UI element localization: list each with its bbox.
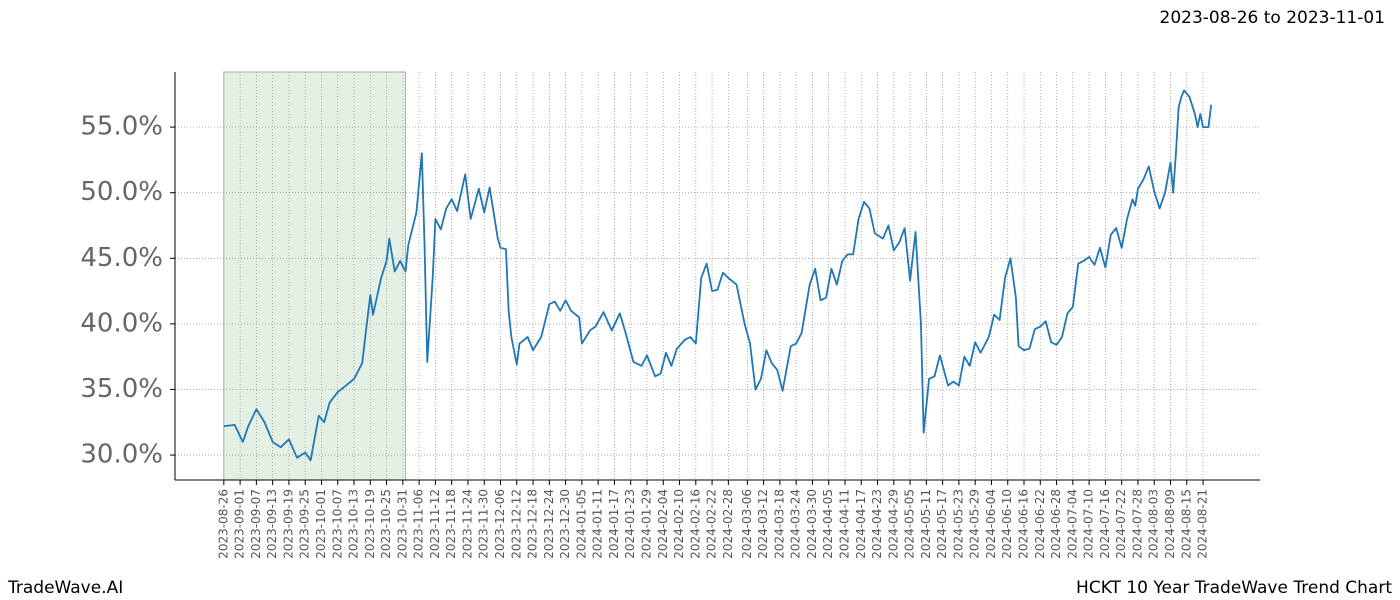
chart-subtitle: 2023-08-26 to 2023-11-01: [1160, 8, 1385, 28]
x-tick-label: 2024-02-28: [721, 489, 735, 559]
x-tick-label: 2024-03-06: [740, 489, 754, 559]
x-tick-label: 2023-10-13: [347, 489, 361, 559]
x-tick-label: 2024-03-18: [772, 489, 786, 559]
x-tick-label: 2024-05-29: [968, 489, 982, 559]
x-tick-label: 2024-02-10: [672, 489, 686, 559]
x-tick-label: 2024-02-16: [688, 489, 702, 559]
chart-title: HCKT 10 Year TradeWave Trend Chart: [1076, 578, 1392, 598]
x-tick-label: 2024-06-28: [1049, 489, 1063, 559]
x-tick-label: 2024-02-04: [656, 489, 670, 559]
y-tick-label: 35.0%: [80, 374, 163, 404]
x-tick-label: 2024-06-22: [1033, 489, 1047, 559]
x-tick-label: 2024-05-17: [935, 489, 949, 559]
x-tick-label: 2024-03-30: [805, 489, 819, 559]
x-tick-label: 2023-11-24: [460, 489, 474, 559]
x-tick-label: 2024-03-12: [756, 489, 770, 559]
x-tick-label: 2023-11-18: [444, 489, 458, 559]
y-tick-label: 55.0%: [80, 112, 163, 142]
x-tick-label: 2023-10-31: [395, 489, 409, 559]
x-tick-label: 2023-10-01: [314, 489, 328, 559]
x-tick-label: 2024-05-11: [919, 489, 933, 559]
x-tick-label: 2023-09-19: [281, 489, 295, 559]
x-tick-label: 2024-04-23: [870, 489, 884, 559]
x-tick-label: 2024-07-22: [1114, 489, 1128, 559]
x-tick-label: 2024-07-28: [1130, 489, 1144, 559]
x-tick-label: 2023-09-07: [249, 489, 263, 559]
x-tick-label: 2024-02-22: [705, 489, 719, 559]
x-tick-label: 2024-08-03: [1147, 489, 1161, 559]
x-tick-label: 2023-10-07: [330, 489, 344, 559]
x-tick-label: 2024-01-17: [607, 489, 621, 559]
price-line: [223, 89, 1213, 462]
x-tick-label: 2024-05-23: [951, 489, 965, 559]
x-tick-label: 2024-05-05: [903, 489, 917, 559]
x-tick-label: 2023-09-25: [298, 489, 312, 559]
y-tick-label: 45.0%: [80, 243, 163, 273]
x-tick-label: 2024-01-11: [591, 489, 605, 559]
x-tick-label: 2024-04-05: [821, 489, 835, 559]
y-tick-label: 40.0%: [80, 308, 163, 338]
x-tick-label: 2023-11-06: [412, 489, 426, 559]
x-tick-label: 2024-08-15: [1179, 489, 1193, 559]
x-tick-label: 2023-10-25: [379, 489, 393, 559]
x-tick-label: 2024-06-10: [1000, 489, 1014, 559]
x-tick-label: 2023-10-19: [363, 489, 377, 559]
x-tick-label: 2023-09-01: [233, 489, 247, 559]
y-tick-label: 50.0%: [80, 177, 163, 207]
x-tick-label: 2023-12-30: [558, 489, 572, 559]
x-tick-label: 2024-07-04: [1065, 489, 1079, 559]
x-tick-label: 2024-06-04: [984, 489, 998, 559]
x-tick-label: 2023-09-13: [265, 489, 279, 559]
x-tick-label: 2024-04-11: [837, 489, 851, 559]
x-tick-label: 2024-07-16: [1098, 489, 1112, 559]
x-tick-label: 2023-12-12: [509, 489, 523, 559]
x-tick-label: 2023-12-24: [542, 489, 556, 559]
y-tick-label: 30.0%: [80, 440, 163, 470]
x-tick-label: 2024-01-05: [574, 489, 588, 559]
x-tick-label: 2023-11-12: [428, 489, 442, 559]
x-tick-label: 2024-04-17: [854, 489, 868, 559]
x-tick-label: 2023-08-26: [216, 489, 230, 559]
x-tick-label: 2023-11-30: [477, 489, 491, 559]
x-tick-label: 2024-04-29: [886, 489, 900, 559]
x-tick-label: 2023-12-06: [493, 489, 507, 559]
x-tick-label: 2024-08-21: [1196, 489, 1210, 559]
x-tick-label: 2024-01-23: [623, 489, 637, 559]
x-tick-label: 2024-01-29: [639, 489, 653, 559]
x-tick-label: 2024-07-10: [1082, 489, 1096, 559]
brand: TradeWave.AI: [7, 578, 123, 598]
x-tick-label: 2023-12-18: [526, 489, 540, 559]
x-tick-label: 2024-03-24: [789, 489, 803, 559]
x-tick-label: 2024-06-16: [1017, 489, 1031, 559]
x-tick-label: 2024-08-09: [1163, 489, 1177, 559]
